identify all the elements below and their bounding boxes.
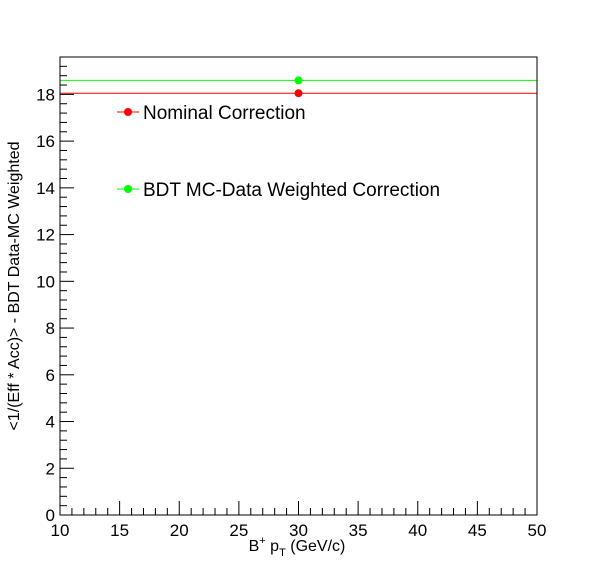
y-axis: 0 2 4 6 8 10 12 14 16 18 [36,56,74,525]
x-axis: 10 15 20 25 30 35 40 45 50 [51,501,547,540]
x-axis-title-mid: p [266,538,279,555]
legend: Nominal Correction BDT MC-Data Weighted C… [117,103,440,201]
y-tick-label: 10 [36,272,55,291]
x-tick-label: 35 [349,521,368,540]
y-tick-label: 2 [46,459,55,478]
y-tick-label: 0 [46,506,55,525]
y-tick-label: 6 [46,366,55,385]
x-tick-label: 20 [170,521,189,540]
x-tick-label: 50 [528,521,547,540]
y-tick-label: 4 [46,413,55,432]
x-axis-title: B+ pT (GeV/c) [249,535,346,559]
y-tick-label: 16 [36,132,55,151]
y-tick-label: 12 [36,226,55,245]
x-axis-title-sup: + [259,535,265,547]
legend-label: Nominal Correction [143,103,306,124]
data-layer [60,76,537,98]
x-tick-label: 30 [289,521,308,540]
y-axis-title: <1/(Eff * Acc)> - BDT Data-MC Weighted [6,142,23,431]
legend-label: BDT MC-Data Weighted Correction [143,180,440,201]
y-tick-label: 8 [46,319,55,338]
x-tick-label: 25 [229,521,248,540]
x-tick-label: 15 [110,521,129,540]
data-point [294,76,303,85]
legend-marker [124,185,132,193]
x-axis-title-sub: T [279,547,286,559]
legend-marker [124,108,132,116]
x-tick-label: 10 [51,521,70,540]
y-tick-label: 18 [36,85,55,104]
x-tick-label: 40 [408,521,427,540]
y-tick-label: 14 [36,179,55,198]
data-point [294,89,303,98]
x-axis-title-base: B [249,538,260,555]
x-axis-title-tail: (GeV/c) [286,538,346,555]
x-tick-label: 45 [468,521,487,540]
